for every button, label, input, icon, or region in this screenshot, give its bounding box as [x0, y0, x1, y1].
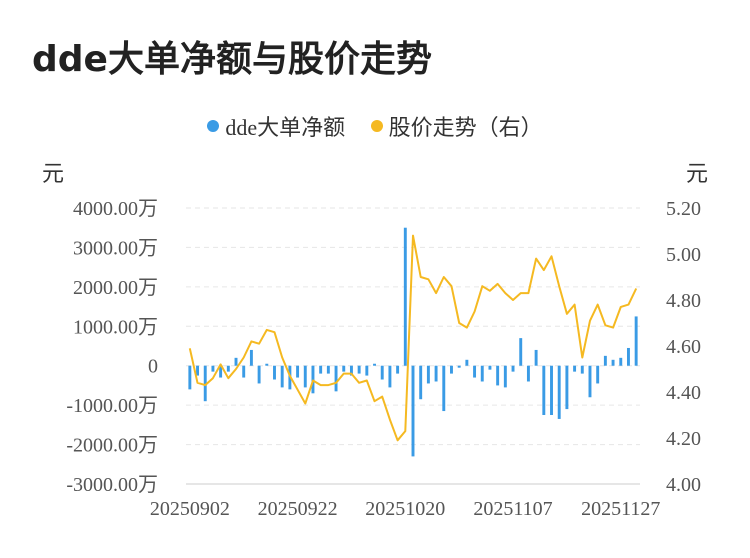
- dde-bar: [434, 365, 438, 382]
- legend-label-price: 股价走势（右）: [388, 115, 543, 140]
- dde-bar: [634, 316, 638, 366]
- dde-bar: [626, 347, 630, 366]
- dde-bar: [234, 357, 238, 366]
- dde-bar: [403, 227, 407, 366]
- legend-label-dde: dde大单净额: [225, 115, 346, 140]
- right-tick-label: 4.00: [666, 474, 701, 496]
- dde-bar: [411, 365, 415, 457]
- dde-bar: [296, 365, 300, 378]
- dde-bar: [365, 365, 369, 376]
- dde-bar: [542, 365, 546, 415]
- dde-bar: [496, 365, 500, 386]
- x-tick-label: 20250902: [150, 498, 230, 520]
- dde-bar: [342, 365, 346, 372]
- dde-bar: [419, 365, 423, 400]
- x-tick-label: 20251107: [473, 498, 552, 520]
- dde-bar: [519, 338, 523, 366]
- dde-bar: [211, 365, 215, 372]
- dde-bar: [473, 365, 477, 378]
- dde-bar: [488, 365, 492, 370]
- dde-bar: [573, 365, 577, 372]
- right-axis-unit: 元: [686, 161, 709, 186]
- dde-bar: [426, 365, 430, 384]
- left-tick-label: 4000.00万: [73, 198, 158, 220]
- dde-bar: [388, 365, 392, 388]
- left-tick-label: -2000.00万: [66, 435, 158, 457]
- x-tick-label: 20251020: [365, 498, 445, 520]
- legend-marker-price: [370, 120, 383, 132]
- dde-bar: [380, 365, 384, 380]
- dde-bar: [450, 365, 453, 374]
- dde-bar: [249, 349, 253, 366]
- left-tick-label: -3000.00万: [66, 474, 158, 496]
- left-tick-label: 2000.00万: [73, 277, 158, 299]
- price-line: [188, 234, 638, 442]
- legend: dde大单净额 股价走势（右）: [0, 110, 750, 142]
- dde-bar: [349, 365, 353, 376]
- left-tick-label: 3000.00万: [73, 237, 158, 259]
- dde-bar: [611, 359, 615, 366]
- dde-bar: [242, 365, 246, 378]
- dde-bar: [203, 365, 207, 402]
- dde-bar: [526, 365, 530, 382]
- dde-bar: [396, 365, 400, 374]
- dde-bar: [196, 365, 200, 376]
- dde-bar: [303, 365, 307, 388]
- dde-bar: [557, 365, 561, 419]
- left-tick-label: 0: [148, 356, 158, 378]
- dde-bar: [511, 365, 515, 372]
- dde-bar: [373, 363, 376, 366]
- legend-item-dde[interactable]: dde大单净额: [207, 110, 345, 142]
- dde-bar: [550, 365, 553, 415]
- dde-bar: [442, 365, 446, 412]
- dde-bar: [619, 357, 623, 366]
- dde-bar: [357, 365, 361, 374]
- x-tick-label: 20250922: [258, 498, 338, 520]
- dde-bar: [465, 359, 469, 366]
- dde-bar: [565, 365, 569, 410]
- dde-bar: [534, 349, 538, 366]
- left-axis-unit: 元: [42, 161, 65, 186]
- right-tick-label: 5.20: [666, 198, 701, 220]
- legend-marker-dde: [207, 120, 220, 132]
- dde-bar: [265, 363, 269, 366]
- chart-title: dde大单净额与股价走势: [32, 39, 432, 80]
- left-tick-label: 1000.00万: [73, 316, 158, 338]
- dde-bar: [326, 365, 330, 374]
- dde-bar: [273, 365, 276, 380]
- dde-bar: [588, 365, 592, 398]
- dde-bar: [603, 355, 607, 366]
- dde-bar: [334, 365, 338, 392]
- dde-bar: [257, 365, 261, 384]
- dde-bar: [580, 365, 584, 374]
- dde-bar: [503, 365, 507, 388]
- dde-bar: [219, 365, 223, 378]
- dde-bar: [596, 365, 600, 384]
- right-tick-label: 4.80: [666, 290, 701, 312]
- right-tick-label: 4.60: [666, 336, 701, 358]
- x-tick-label: 20251127: [581, 498, 660, 520]
- legend-item-price[interactable]: 股价走势（右）: [370, 110, 543, 142]
- dde-bar: [188, 365, 192, 390]
- dde-bar: [480, 365, 484, 382]
- left-tick-label: -1000.00万: [66, 395, 158, 417]
- dde-bar: [457, 365, 461, 368]
- dde-bar: [226, 365, 230, 372]
- dde-bar: [319, 365, 323, 374]
- dde-bar: [280, 365, 284, 388]
- right-tick-label: 5.00: [666, 244, 701, 266]
- right-tick-label: 4.20: [666, 428, 701, 450]
- right-tick-label: 4.40: [666, 382, 701, 404]
